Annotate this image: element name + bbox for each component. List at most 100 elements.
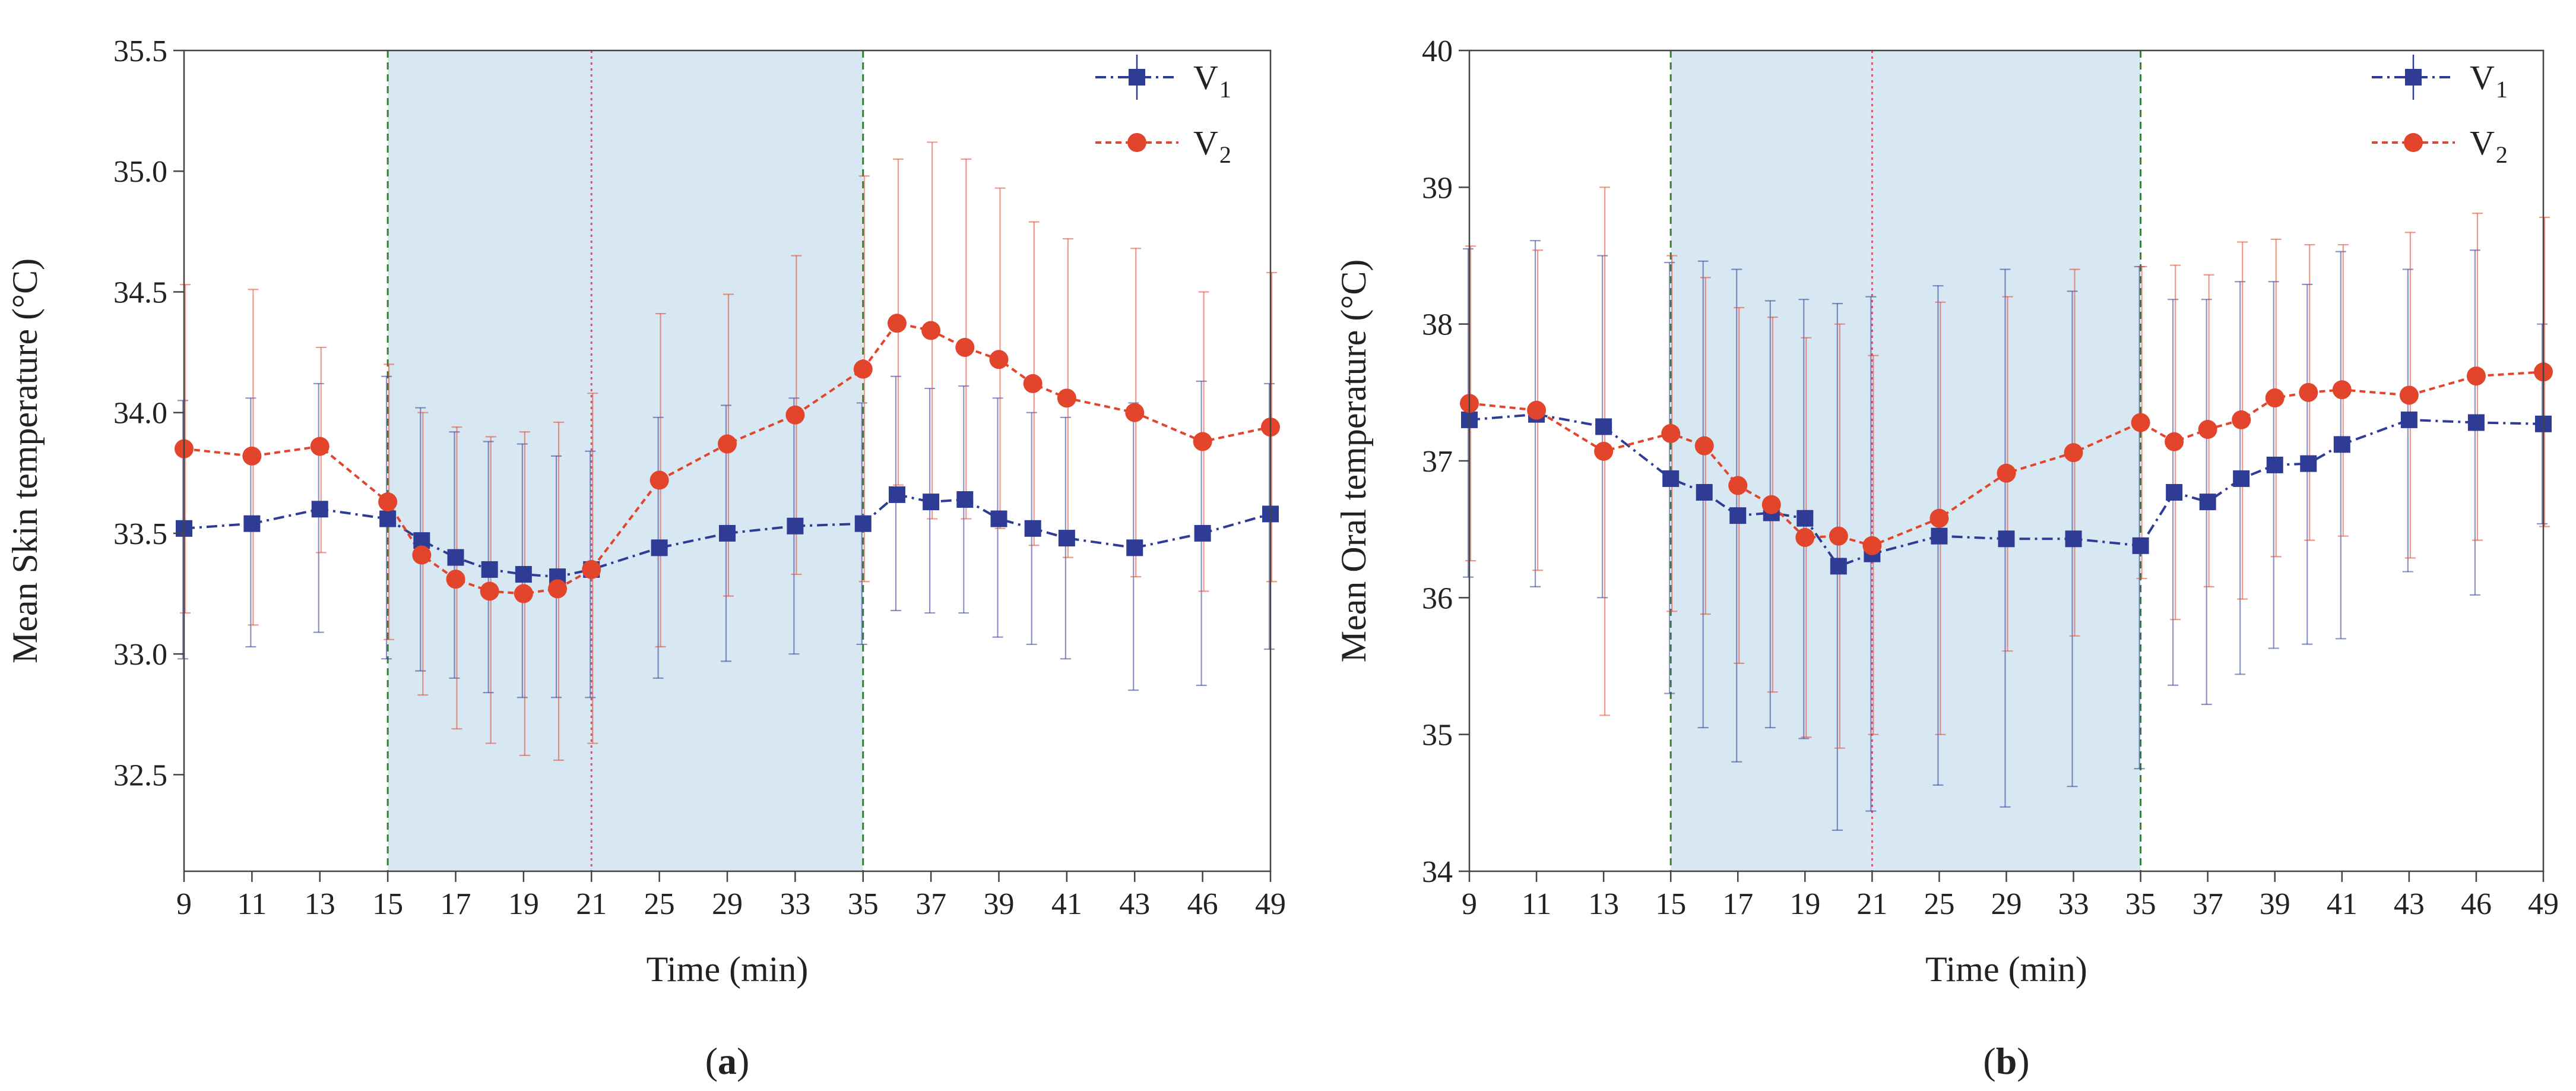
data-point bbox=[2131, 413, 2150, 432]
data-point bbox=[787, 517, 804, 535]
x-axis-title: Time (min) bbox=[1925, 950, 2087, 989]
panel-label: (a) bbox=[705, 1040, 750, 1082]
data-point bbox=[1023, 374, 1043, 393]
data-point bbox=[1997, 463, 2016, 483]
x-tick-label: 41 bbox=[2327, 887, 2358, 921]
data-point bbox=[1594, 441, 1614, 461]
panel-label: (b) bbox=[1983, 1040, 2029, 1082]
x-tick-label: 46 bbox=[1187, 887, 1218, 921]
x-tick-label: 19 bbox=[1789, 887, 1820, 921]
x-tick-label: 46 bbox=[2461, 887, 2492, 921]
y-axis-title: Mean Oral temperature (°C) bbox=[1334, 260, 1373, 663]
data-point bbox=[989, 350, 1009, 369]
data-point bbox=[480, 581, 499, 601]
data-point bbox=[2467, 414, 2485, 431]
data-point bbox=[2265, 388, 2285, 408]
data-point bbox=[785, 405, 805, 425]
x-tick-label: 25 bbox=[1924, 887, 1954, 921]
x-tick-label: 9 bbox=[1462, 887, 1477, 921]
data-point bbox=[718, 434, 737, 454]
x-tick-label: 21 bbox=[576, 887, 607, 921]
x-tick-label: 17 bbox=[1722, 887, 1753, 921]
legend-label: V1 bbox=[1193, 58, 1231, 103]
data-point bbox=[2466, 366, 2486, 386]
x-tick-label: 15 bbox=[372, 887, 403, 921]
x-tick-label: 49 bbox=[2528, 887, 2559, 921]
data-point bbox=[1729, 507, 1747, 524]
data-point bbox=[311, 501, 328, 518]
data-point bbox=[1862, 536, 1882, 555]
data-point bbox=[1830, 558, 1847, 575]
y-tick-label: 33.5 bbox=[113, 517, 167, 551]
y-axis-title: Mean Skin temperature (°C) bbox=[5, 258, 45, 663]
data-point bbox=[853, 359, 873, 379]
legend-subscript: 1 bbox=[1219, 76, 1231, 103]
x-tick-label: 43 bbox=[1119, 887, 1150, 921]
data-point bbox=[582, 559, 601, 579]
x-tick-label: 21 bbox=[1856, 887, 1887, 921]
data-point bbox=[1929, 508, 1949, 528]
data-point bbox=[2165, 432, 2184, 451]
panel-a: 9 11 13 15 17 19 21 25 29 33 35 37 39 41 43 46 4932.533.… bbox=[5, 34, 1286, 1082]
data-point bbox=[1024, 520, 1041, 537]
x-tick-label: 37 bbox=[915, 887, 946, 921]
x-tick-label: 9 bbox=[176, 887, 192, 921]
data-point bbox=[446, 570, 465, 589]
y-tick-label: 37 bbox=[1422, 445, 1453, 479]
data-point bbox=[242, 446, 262, 466]
data-point bbox=[1694, 436, 1714, 456]
data-point bbox=[1829, 526, 1848, 546]
data-point bbox=[1126, 539, 1143, 556]
data-point bbox=[1795, 527, 1815, 547]
x-axis-title: Time (min) bbox=[647, 950, 809, 989]
legend-label: V2 bbox=[1193, 124, 1231, 168]
data-point bbox=[1125, 403, 1145, 422]
data-point bbox=[310, 437, 329, 456]
shaded-interval bbox=[388, 50, 863, 871]
data-point bbox=[1193, 432, 1212, 451]
x-tick-label: 49 bbox=[1255, 887, 1286, 921]
y-tick-label: 35 bbox=[1422, 719, 1453, 752]
y-tick-label: 35.5 bbox=[113, 34, 167, 68]
data-point bbox=[378, 492, 398, 512]
x-tick-label: 35 bbox=[848, 887, 879, 921]
data-point bbox=[2064, 443, 2083, 463]
y-tick-label: 34.0 bbox=[113, 397, 167, 431]
data-point bbox=[514, 584, 533, 603]
data-point bbox=[719, 524, 736, 542]
data-point bbox=[1796, 510, 1814, 527]
data-point bbox=[1728, 476, 1748, 495]
x-tick-label: 11 bbox=[1522, 887, 1551, 921]
y-tick-label: 32.5 bbox=[113, 758, 167, 792]
x-tick-label: 33 bbox=[780, 887, 810, 921]
y-tick-label: 38 bbox=[1422, 308, 1453, 342]
x-tick-label: 35 bbox=[2125, 887, 2156, 921]
data-point bbox=[447, 549, 464, 566]
data-point bbox=[921, 321, 941, 340]
data-point bbox=[1931, 527, 1948, 545]
legend: V1 V2 bbox=[2372, 55, 2508, 168]
x-tick-label: 29 bbox=[712, 887, 743, 921]
x-tick-label: 11 bbox=[237, 887, 267, 921]
data-point bbox=[955, 337, 975, 357]
x-tick-label: 39 bbox=[984, 887, 1015, 921]
data-point bbox=[2333, 436, 2350, 453]
x-tick-label: 13 bbox=[1588, 887, 1619, 921]
data-point bbox=[1058, 530, 1075, 547]
data-point bbox=[1662, 470, 1680, 487]
x-tick-label: 43 bbox=[2394, 887, 2425, 921]
legend-marker bbox=[2404, 133, 2423, 152]
legend: V1 V2 bbox=[1095, 55, 1231, 168]
data-point bbox=[854, 515, 872, 532]
data-point bbox=[2232, 410, 2251, 429]
data-point bbox=[2299, 382, 2318, 402]
legend-subscript: 1 bbox=[2496, 76, 2508, 103]
x-tick-label: 13 bbox=[305, 887, 335, 921]
x-tick-label: 19 bbox=[508, 887, 539, 921]
y-tick-label: 39 bbox=[1422, 171, 1453, 205]
x-tick-label: 39 bbox=[2260, 887, 2290, 921]
data-point bbox=[2166, 483, 2183, 501]
data-point bbox=[1194, 524, 1211, 542]
data-point bbox=[515, 566, 532, 583]
panel-b: 9 11 13 15 17 19 21 25 29 33 35 37 39 41 43 46 493435363… bbox=[1334, 34, 2559, 1082]
